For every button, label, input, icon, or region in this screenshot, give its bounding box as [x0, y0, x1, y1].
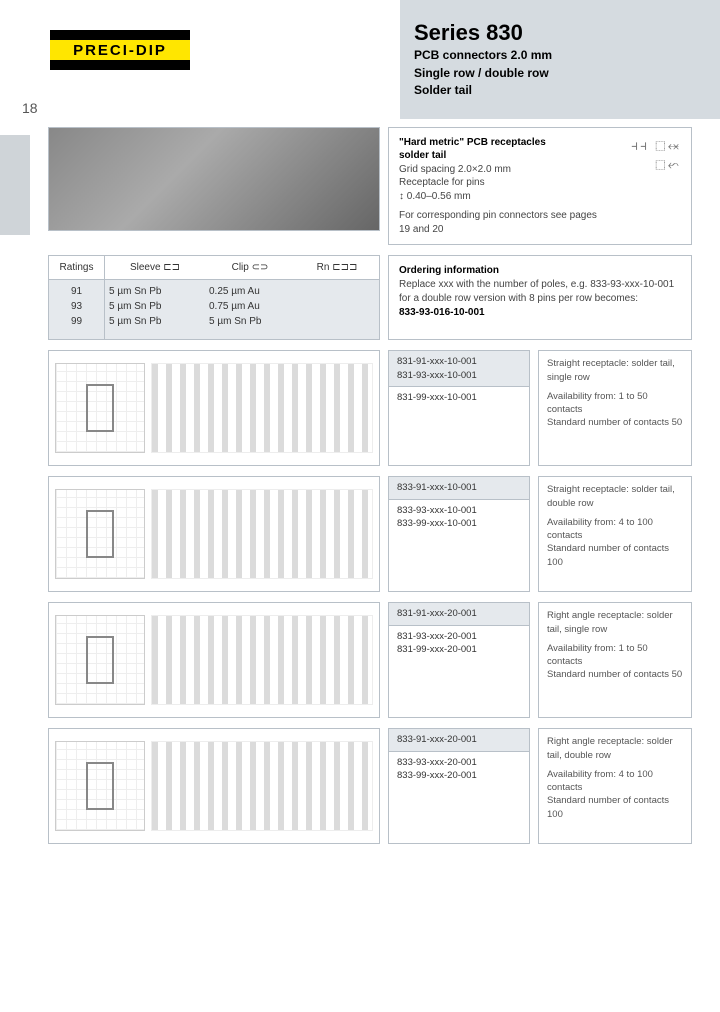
part-rest: 833-93-xxx-10-001 833-99-xxx-10-001 [389, 500, 529, 535]
intro-bold2: solder tail [399, 149, 605, 163]
desc-text: Right angle receptacle: solder tail, dou… [547, 735, 683, 762]
technical-drawing [48, 728, 380, 844]
ratings-col-clip: 0.25 µm Au 0.75 µm Au 5 µm Sn Pb [205, 280, 295, 339]
series-sub1: PCB connectors 2.0 mm [414, 48, 706, 64]
part-number-list: 833-91-xxx-10-001 833-93-xxx-10-001 833-… [388, 476, 530, 592]
availability-text: Availability from: 1 to 50 contacts Stan… [547, 642, 683, 682]
part-rest: 831-99-xxx-10-001 [389, 387, 529, 408]
intro-l4: For corresponding pin connectors see pag… [399, 209, 605, 236]
intro-l2: Receptacle for pins [399, 176, 605, 190]
ordering-box: Ordering information Replace xxx with th… [388, 255, 692, 340]
part-highlight: 831-91-xxx-20-001 [389, 603, 529, 625]
product-row: 831-91-xxx-20-001 831-93-xxx-20-001 831-… [48, 602, 692, 718]
mount-icons: ⫞⫞ ⬚⬾ ⬚⬿ [605, 136, 681, 237]
ratings-head-ratings: Ratings [49, 256, 105, 279]
product-row: 831-91-xxx-10-001 831-93-xxx-10-001 831-… [48, 350, 692, 466]
ordering-title: Ordering information [399, 264, 681, 278]
ratings-col-sleeve: 5 µm Sn Pb 5 µm Sn Pb 5 µm Sn Pb [105, 280, 205, 339]
technical-drawing [48, 350, 380, 466]
ordering-l3: 833-93-016-10-001 [399, 306, 681, 320]
intro-bold1: "Hard metric" PCB receptacles [399, 136, 605, 150]
side-tab [0, 135, 30, 235]
availability-text: Availability from: 4 to 100 contacts Sta… [547, 516, 683, 569]
product-description: Straight receptacle: solder tail, double… [538, 476, 692, 592]
availability-text: Availability from: 4 to 100 contacts Sta… [547, 768, 683, 821]
intro-l1: Grid spacing 2.0×2.0 mm [399, 163, 605, 177]
part-highlight: 833-91-xxx-10-001 [389, 477, 529, 499]
part-number-list: 833-91-xxx-20-001 833-93-xxx-20-001 833-… [388, 728, 530, 844]
desc-text: Straight receptacle: solder tail, single… [547, 357, 683, 384]
intro-l3: ↕ 0.40–0.56 mm [399, 190, 605, 204]
ratings-head-sleeve: Sleeve ⊏⊐ [105, 256, 205, 279]
title-panel: Series 830 PCB connectors 2.0 mm Single … [400, 0, 720, 119]
product-description: Right angle receptacle: solder tail, sin… [538, 602, 692, 718]
ratings-head-clip: Clip ⊂⊃ [205, 256, 295, 279]
part-rest: 831-93-xxx-20-001 831-99-xxx-20-001 [389, 626, 529, 661]
part-rest: 833-93-xxx-20-001 833-99-xxx-20-001 [389, 752, 529, 787]
part-number-list: 831-91-xxx-20-001 831-93-xxx-20-001 831-… [388, 602, 530, 718]
part-highlight: 831-91-xxx-10-001 831-93-xxx-10-001 [389, 351, 529, 387]
ordering-l2: for a double row version with 8 pins per… [399, 292, 681, 306]
ratings-table: Ratings Sleeve ⊏⊐ Clip ⊂⊃ Rn ⊏⊐⊐ 91 93 9… [48, 255, 380, 340]
intro-box: "Hard metric" PCB receptacles solder tai… [388, 127, 692, 246]
page-number: 18 [22, 100, 38, 116]
technical-drawing [48, 476, 380, 592]
ratings-col-ratings: 91 93 99 [49, 280, 105, 339]
series-sub3: Solder tail [414, 83, 706, 99]
technical-drawing [48, 602, 380, 718]
product-row: 833-91-xxx-10-001 833-93-xxx-10-001 833-… [48, 476, 692, 592]
ratings-col-rn [295, 280, 379, 339]
series-sub2: Single row / double row [414, 66, 706, 82]
product-row: 833-91-xxx-20-001 833-93-xxx-20-001 833-… [48, 728, 692, 844]
product-photo [48, 127, 380, 231]
desc-text: Straight receptacle: solder tail, double… [547, 483, 683, 510]
product-description: Straight receptacle: solder tail, single… [538, 350, 692, 466]
ordering-l1: Replace xxx with the number of poles, e.… [399, 278, 681, 292]
part-number-list: 831-91-xxx-10-001 831-93-xxx-10-001 831-… [388, 350, 530, 466]
product-description: Right angle receptacle: solder tail, dou… [538, 728, 692, 844]
brand-logo: PRECI-DIP [50, 30, 190, 70]
availability-text: Availability from: 1 to 50 contacts Stan… [547, 390, 683, 430]
part-highlight: 833-91-xxx-20-001 [389, 729, 529, 751]
series-title: Series 830 [414, 20, 706, 46]
desc-text: Right angle receptacle: solder tail, sin… [547, 609, 683, 636]
ratings-head-rn: Rn ⊏⊐⊐ [295, 256, 379, 279]
